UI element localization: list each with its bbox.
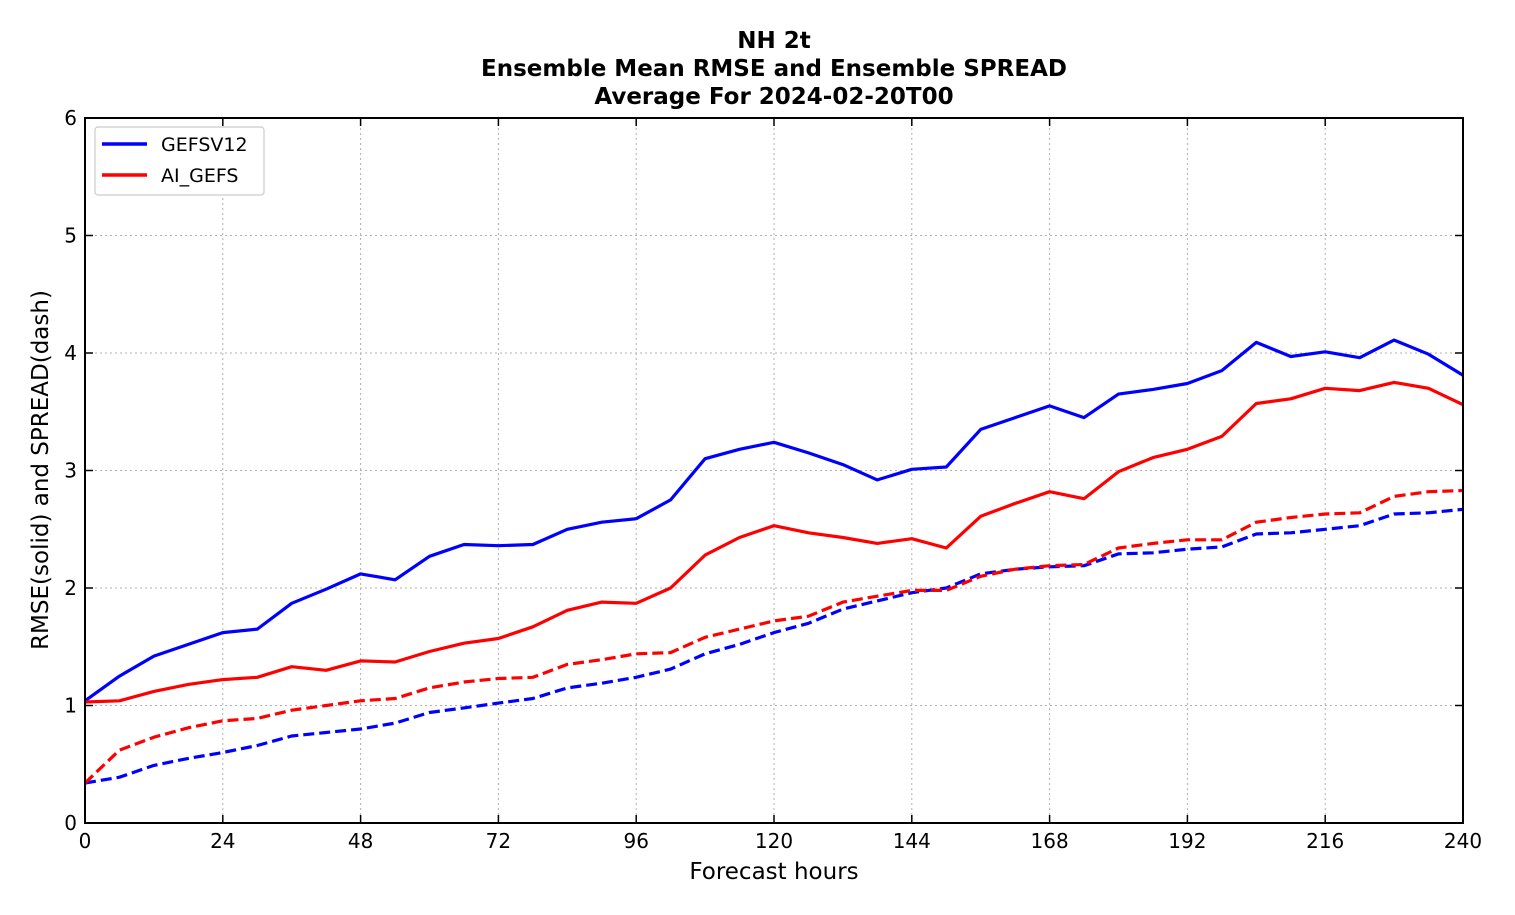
series-line-ai-gefs-rmse xyxy=(84,380,1464,704)
title-line-3: Average For 2024-02-20T00 xyxy=(594,84,953,110)
x-tick-label: 192 xyxy=(1168,829,1206,853)
y-tick-label: 2 xyxy=(64,576,77,600)
series-line-gefsv12-rmse xyxy=(84,338,1464,703)
y-tick-label: 0 xyxy=(64,811,77,835)
axis-ticks: 0 24 48 72 96 120 144 168 192 216 240 0 1 2 3 4 5 6 xyxy=(64,106,1482,853)
y-axis-label: RMSE(solid) and SPREAD(dash) xyxy=(28,290,54,650)
legend: GEFSV12 AI_GEFS xyxy=(94,126,265,196)
x-tick-label: 48 xyxy=(348,829,373,853)
legend-label-gefsv12: GEFSV12 xyxy=(161,134,248,156)
x-axis-label: Forecast hours xyxy=(689,859,858,885)
y-tick-label: 5 xyxy=(64,224,77,248)
x-tick-label: 72 xyxy=(486,829,511,853)
x-tick-label: 216 xyxy=(1306,829,1344,853)
series-lines xyxy=(83,338,1464,785)
y-tick-label: 3 xyxy=(64,459,77,483)
y-tick-label: 6 xyxy=(64,106,77,130)
y-tick-label: 4 xyxy=(64,341,77,365)
x-tick-label: 120 xyxy=(755,829,793,853)
x-tick-label: 24 xyxy=(210,829,235,853)
x-tick-label: 96 xyxy=(623,829,648,853)
legend-label-ai-gefs: AI_GEFS xyxy=(161,165,238,187)
chart-title: NH 2t Ensemble Mean RMSE and Ensemble SP… xyxy=(481,28,1067,110)
series-line-ai-gefs-spread xyxy=(83,488,1464,785)
x-tick-label: 0 xyxy=(79,829,92,853)
y-tick-label: 1 xyxy=(64,694,77,718)
x-tick-label: 168 xyxy=(1031,829,1069,853)
series-line-gefsv12-spread xyxy=(84,507,1464,785)
title-line-2: Ensemble Mean RMSE and Ensemble SPREAD xyxy=(481,56,1067,82)
title-line-1: NH 2t xyxy=(737,28,811,54)
x-tick-label: 240 xyxy=(1444,829,1482,853)
x-tick-label: 144 xyxy=(893,829,931,853)
